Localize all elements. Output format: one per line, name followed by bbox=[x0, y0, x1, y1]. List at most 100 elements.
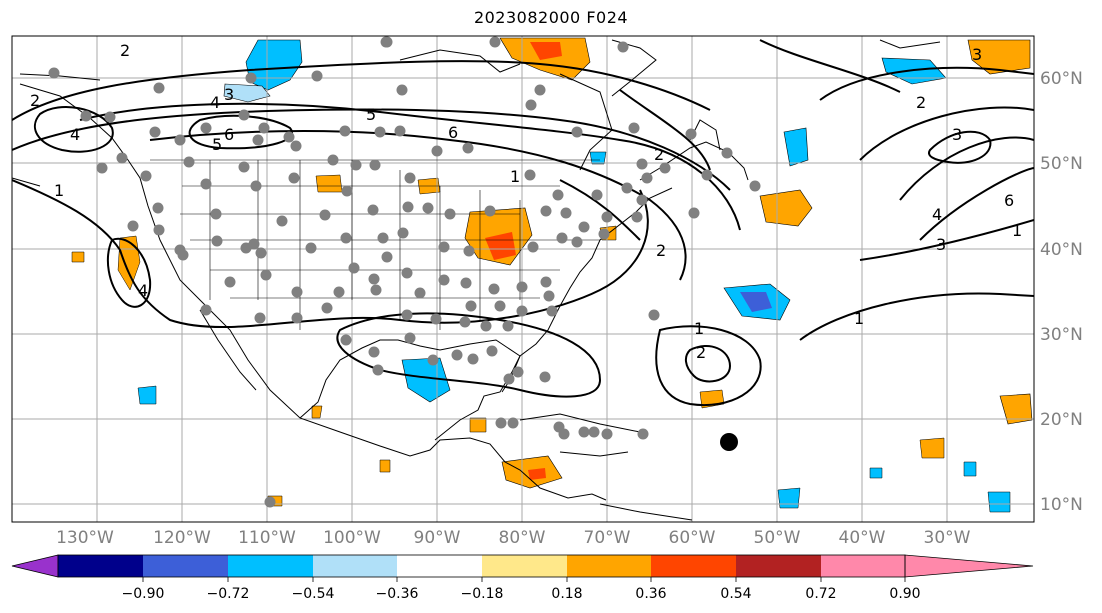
station-dot bbox=[438, 241, 450, 253]
station-dot bbox=[438, 274, 450, 286]
station-dot bbox=[571, 126, 583, 138]
svg-text:6: 6 bbox=[224, 125, 234, 144]
svg-text:1: 1 bbox=[1012, 221, 1022, 240]
station-dot bbox=[546, 305, 558, 317]
station-dot bbox=[48, 67, 60, 79]
station-dot bbox=[516, 305, 528, 317]
station-dot bbox=[183, 156, 195, 168]
svg-text:2: 2 bbox=[656, 241, 666, 260]
lon-label: 110°W bbox=[238, 528, 296, 548]
colorbar-tick-label: −0.72 bbox=[207, 586, 250, 602]
station-dot bbox=[252, 134, 264, 146]
station-dot bbox=[444, 208, 456, 220]
colorbar-bin bbox=[228, 555, 313, 577]
station-dot bbox=[636, 194, 648, 206]
station-dot bbox=[621, 182, 633, 194]
station-dot bbox=[283, 131, 295, 143]
station-markers bbox=[48, 36, 761, 508]
station-dot bbox=[460, 277, 472, 289]
station-dot bbox=[484, 205, 496, 217]
station-dot bbox=[431, 145, 443, 157]
station-dot bbox=[140, 170, 152, 182]
colorbar-tick-label: −0.18 bbox=[461, 586, 504, 602]
station-dot bbox=[394, 125, 406, 137]
station-dot bbox=[401, 309, 413, 321]
station-dot bbox=[397, 227, 409, 239]
station-dot bbox=[465, 300, 477, 312]
station-dot bbox=[540, 205, 552, 217]
station-dot bbox=[341, 185, 353, 197]
lon-label: 40°W bbox=[839, 528, 886, 548]
station-dot bbox=[414, 287, 426, 299]
station-dot bbox=[539, 371, 551, 383]
station-dot bbox=[591, 189, 603, 201]
station-dot bbox=[488, 283, 500, 295]
station-dot bbox=[685, 128, 697, 140]
station-dot bbox=[291, 312, 303, 324]
station-dot bbox=[368, 346, 380, 358]
svg-text:4: 4 bbox=[70, 125, 80, 144]
station-dot bbox=[210, 208, 222, 220]
station-dot bbox=[451, 349, 463, 361]
lon-label: 120°W bbox=[153, 528, 211, 548]
lat-label: 50°N bbox=[1040, 154, 1083, 174]
station-dot bbox=[288, 172, 300, 184]
station-dot bbox=[350, 159, 362, 171]
svg-text:3: 3 bbox=[224, 85, 234, 104]
colorbar-bin bbox=[736, 555, 821, 577]
station-dot bbox=[552, 189, 564, 201]
svg-text:2: 2 bbox=[120, 41, 130, 60]
station-dot bbox=[402, 201, 414, 213]
lon-label: 50°W bbox=[754, 528, 801, 548]
station-dot bbox=[152, 202, 164, 214]
colorbar-tick-label: 0.90 bbox=[889, 586, 920, 602]
station-dot bbox=[305, 242, 317, 254]
station-dot bbox=[601, 428, 613, 440]
station-dot bbox=[480, 320, 492, 332]
colorbar-bin bbox=[397, 555, 482, 577]
station-dot bbox=[636, 158, 648, 170]
station-dot bbox=[104, 111, 116, 123]
station-dot bbox=[688, 207, 700, 219]
geopotential-contours bbox=[12, 39, 1034, 407]
station-dot bbox=[80, 110, 92, 122]
colorbar-extend-high bbox=[904, 554, 1034, 578]
station-dot bbox=[238, 161, 250, 173]
station-dot bbox=[659, 162, 671, 174]
svg-text:3: 3 bbox=[972, 45, 982, 64]
station-dot bbox=[319, 209, 331, 221]
station-dot bbox=[381, 251, 393, 263]
station-dot bbox=[311, 70, 323, 82]
svg-text:1: 1 bbox=[854, 309, 864, 328]
station-dot bbox=[459, 316, 471, 328]
station-dot bbox=[467, 353, 479, 365]
station-dot bbox=[177, 249, 189, 261]
station-dot bbox=[588, 426, 600, 438]
colorbar-bin bbox=[313, 555, 397, 577]
svg-text:1: 1 bbox=[54, 181, 64, 200]
station-dot bbox=[248, 238, 260, 250]
svg-text:3: 3 bbox=[936, 235, 946, 254]
station-dot bbox=[370, 284, 382, 296]
station-dot bbox=[404, 172, 416, 184]
station-dot bbox=[372, 364, 384, 376]
lon-label: 100°W bbox=[323, 528, 381, 548]
station-dot bbox=[463, 245, 475, 257]
colorbar: −0.90 −0.72 −0.54 −0.36 −0.18 0.18 0.36 … bbox=[11, 554, 1034, 602]
station-dot bbox=[255, 247, 267, 259]
colorbar-tick-label: 0.18 bbox=[551, 586, 582, 602]
svg-text:2: 2 bbox=[654, 145, 664, 164]
station-dot bbox=[601, 211, 613, 223]
station-dot bbox=[631, 211, 643, 223]
station-dot bbox=[260, 269, 272, 281]
latitude-labels: 60°N 50°N 40°N 30°N 20°N 10°N bbox=[1040, 69, 1083, 515]
station-dot bbox=[127, 220, 139, 232]
lon-label: 130°W bbox=[56, 528, 114, 548]
svg-text:4: 4 bbox=[932, 205, 942, 224]
station-dot bbox=[617, 41, 629, 53]
station-dot bbox=[174, 134, 186, 146]
station-dot bbox=[339, 125, 351, 137]
svg-text:6: 6 bbox=[1004, 191, 1014, 210]
station-dot bbox=[238, 109, 250, 121]
